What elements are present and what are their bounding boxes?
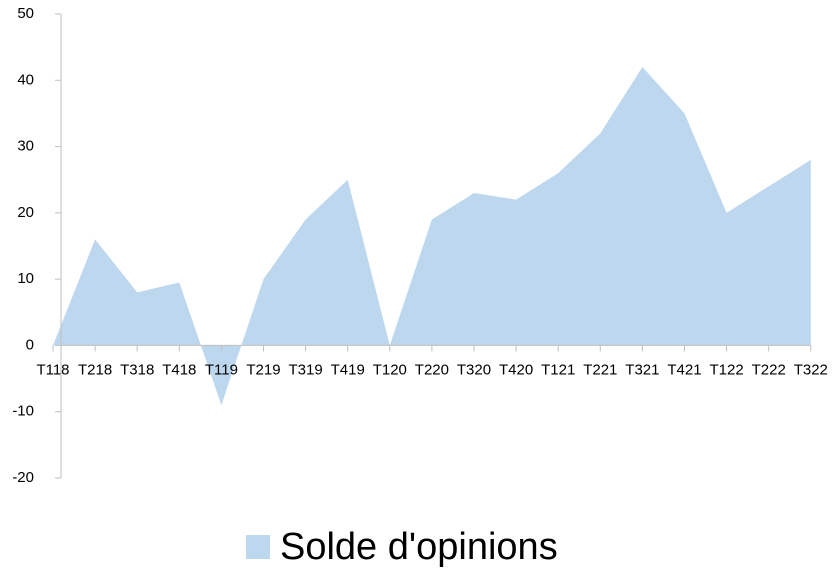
area — [53, 67, 811, 406]
y-tick-label: 0 — [26, 336, 34, 353]
x-tick-label: T322 — [794, 361, 828, 378]
x-tick-label: T220 — [415, 361, 449, 378]
x-tick-label: T318 — [120, 361, 154, 378]
y-tick-label: 20 — [17, 204, 34, 221]
legend-label: Solde d'opinions — [280, 526, 558, 568]
x-tick-label: T118 — [36, 361, 69, 378]
x-tick-label: T119 — [205, 361, 238, 378]
x-tick-label: T222 — [752, 361, 786, 378]
y-tick-label: 10 — [17, 270, 34, 287]
x-tick-label: T418 — [162, 361, 196, 378]
x-tick-label: T321 — [625, 361, 659, 378]
x-tick-label: T419 — [331, 361, 365, 378]
x-tick-label: T120 — [373, 361, 407, 378]
x-tick-label: T420 — [499, 361, 533, 378]
y-tick-label: -10 — [12, 403, 34, 420]
x-tick-label: T219 — [246, 361, 280, 378]
x-tick-label: T421 — [667, 361, 701, 378]
x-tick-label: T319 — [288, 361, 322, 378]
x-tick-label: T121 — [541, 361, 575, 378]
x-tick-label: T320 — [457, 361, 491, 378]
x-tick-label: T218 — [78, 361, 112, 378]
x-tick-label: T221 — [583, 361, 617, 378]
y-tick-label: -20 — [12, 469, 34, 486]
y-tick-label: 40 — [17, 71, 34, 88]
legend-swatch — [246, 535, 270, 559]
y-tick-label: 50 — [17, 5, 34, 22]
x-tick-label: T122 — [709, 361, 743, 378]
y-tick-label: 30 — [17, 138, 34, 155]
